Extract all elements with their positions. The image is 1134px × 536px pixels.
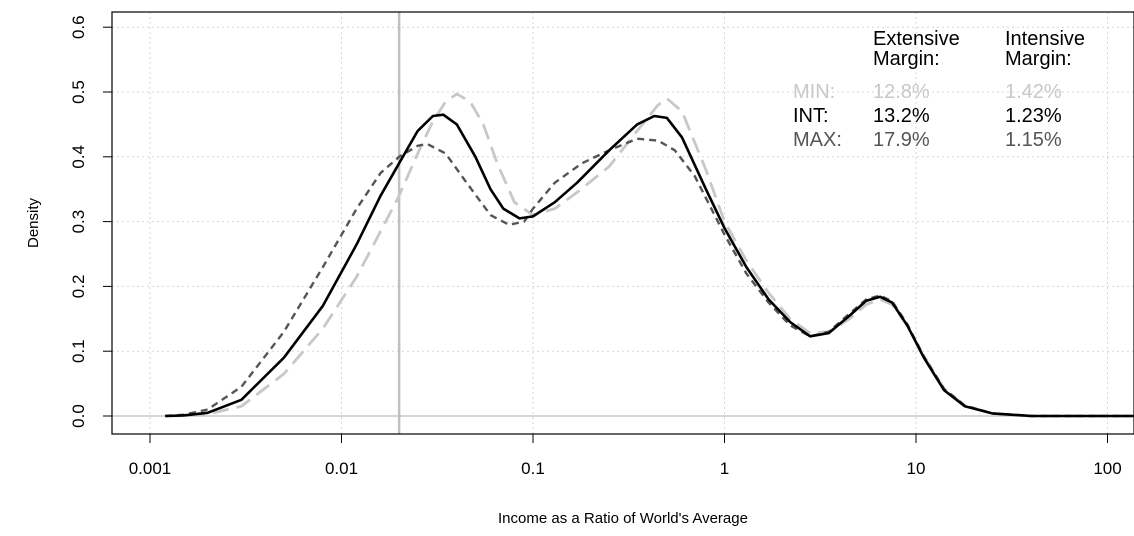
- grid: [112, 12, 1134, 434]
- plot-frame: [111, 11, 1134, 435]
- y-tick-label: 0.2: [69, 275, 88, 299]
- y-tick-label: 0.5: [69, 80, 88, 104]
- y-axis-title: Density: [25, 197, 42, 248]
- legend-row-extensive: 17.9%: [873, 129, 930, 151]
- legend-row-label: MIN:: [793, 81, 835, 103]
- series-line-min: [165, 92, 1134, 418]
- legend-row-extensive: 13.2%: [873, 105, 930, 127]
- y-axis: 0.0 0.1 0.2 0.3 0.4 0.5 0.6: [69, 15, 112, 428]
- x-tick-label: 100: [1093, 459, 1121, 478]
- legend-row-intensive: 1.42%: [1005, 81, 1062, 103]
- x-axis: 0.001 0.01 0.1 1 10 100: [129, 434, 1122, 478]
- x-tick-label: 0.01: [325, 459, 358, 478]
- legend-row-label: MAX:: [793, 129, 842, 151]
- legend-header-extensive: Extensive: [873, 28, 960, 50]
- legend-row-intensive: 1.23%: [1005, 105, 1062, 127]
- y-tick-label: 0.1: [69, 339, 88, 363]
- x-tick-label: 0.1: [521, 459, 545, 478]
- series-line-max: [165, 137, 1134, 418]
- x-tick-label: 0.001: [129, 459, 172, 478]
- y-tick-label: 0.6: [69, 15, 88, 39]
- legend-header-intensive: Intensive: [1005, 28, 1085, 50]
- y-tick-label: 0.0: [69, 404, 88, 428]
- y-tick-label: 0.3: [69, 210, 88, 234]
- x-tick-label: 10: [907, 459, 926, 478]
- legend-row-label: INT:: [793, 105, 829, 127]
- series-group: [165, 92, 1134, 418]
- x-tick-label: 1: [720, 459, 729, 478]
- legend-header-extensive: Margin:: [873, 48, 940, 70]
- legend-header-intensive: Margin:: [1005, 48, 1072, 70]
- series-line-int: [165, 113, 1134, 418]
- y-tick-label: 0.4: [69, 145, 88, 169]
- legend-row-extensive: 12.8%: [873, 81, 930, 103]
- x-axis-title: Income as a Ratio of World's Average: [498, 510, 748, 527]
- legend-row-intensive: 1.15%: [1005, 129, 1062, 151]
